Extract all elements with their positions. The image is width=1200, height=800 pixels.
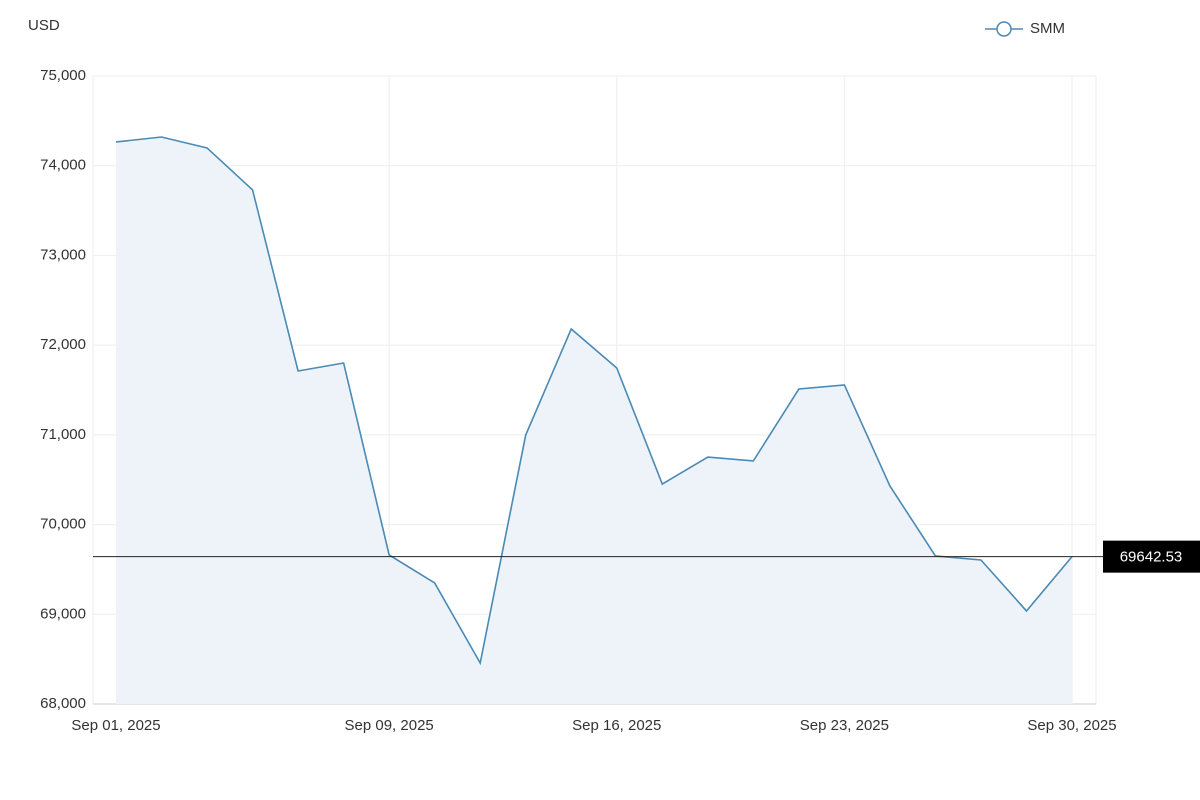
last-value-label: 69642.53 <box>1120 549 1183 566</box>
x-tick-label: Sep 30, 2025 <box>1027 717 1116 734</box>
x-tick-label: Sep 16, 2025 <box>572 717 661 734</box>
legend-marker <box>996 21 1012 37</box>
y-tick-label: 69,000 <box>40 605 86 622</box>
y-tick-label: 71,000 <box>40 426 86 443</box>
y-axis-label: USD <box>28 17 60 34</box>
y-tick-label: 70,000 <box>40 516 86 533</box>
last-value-box <box>1103 540 1200 573</box>
y-tick-label: 75,000 <box>40 67 86 84</box>
y-tick-label: 68,000 <box>40 695 86 712</box>
x-tick-label: Sep 09, 2025 <box>345 717 434 734</box>
line <box>115 136 1073 666</box>
area <box>116 137 1072 704</box>
y-tick-label: 73,000 <box>40 246 86 263</box>
y-tick-label: 72,000 <box>40 336 86 353</box>
y-tick-label: 74,000 <box>40 157 86 174</box>
x-tick-label: Sep 01, 2025 <box>71 717 160 734</box>
x-tick-label: Sep 23, 2025 <box>800 717 889 734</box>
legend-label: SMM <box>1030 20 1065 37</box>
